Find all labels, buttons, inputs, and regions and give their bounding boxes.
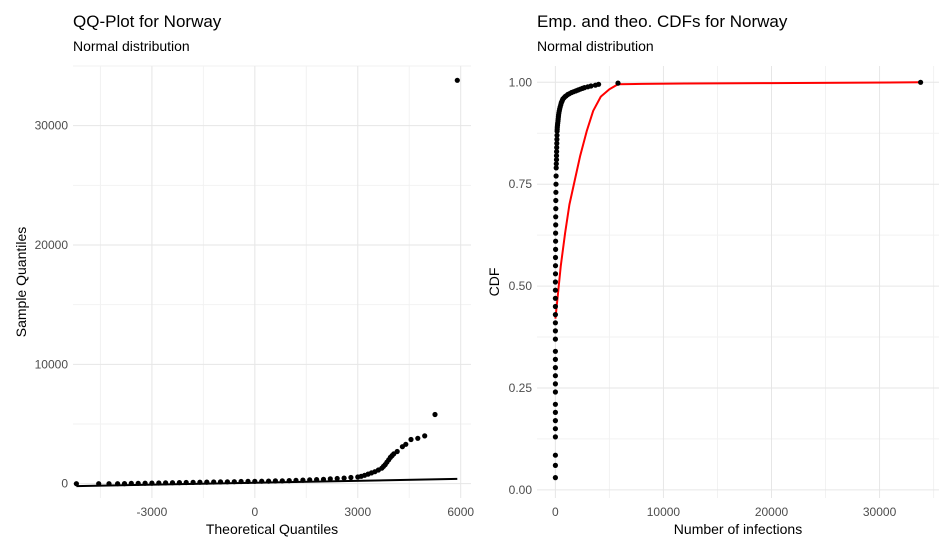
data-point	[553, 153, 560, 159]
data-point	[918, 79, 924, 85]
data-point	[432, 411, 438, 418]
y-tick-label: 0.75	[509, 177, 533, 191]
cdf-plot-panel: Emp. and theo. CDFs for Norway Normal di…	[475, 0, 951, 550]
data-point	[553, 222, 559, 228]
data-point	[552, 263, 559, 269]
data-point	[334, 475, 340, 482]
data-point	[553, 173, 559, 179]
data-point	[596, 81, 602, 87]
data-point	[552, 254, 559, 261]
y-tick-label: 30000	[35, 119, 69, 133]
data-point	[552, 434, 558, 440]
y-axis-title: CDF	[486, 268, 502, 297]
data-point	[552, 271, 559, 277]
data-point	[327, 476, 333, 482]
x-tick-label: 6000	[447, 505, 474, 519]
data-point	[552, 279, 558, 285]
y-tick-label: 0.25	[509, 381, 533, 395]
data-point	[554, 144, 560, 151]
x-tick-label: 3000	[344, 505, 371, 519]
data-point	[553, 181, 559, 187]
data-point	[553, 246, 559, 252]
qq-plot-subtitle: Normal distribution	[73, 38, 190, 54]
data-point	[552, 312, 558, 318]
data-point	[552, 401, 558, 407]
data-point	[552, 381, 558, 387]
qq-plot-svg: -3000 0 3000 6000 0 10000 20000 30000 Theoretica…	[13, 65, 474, 537]
y-axis-title: Sample Quantiles	[13, 227, 29, 338]
data-point	[553, 206, 559, 212]
data-point	[553, 214, 559, 220]
data-point	[422, 433, 428, 439]
data-point	[341, 475, 347, 481]
data-point	[552, 356, 558, 362]
cdf-plot-title: Emp. and theo. CDFs for Norway	[537, 12, 788, 31]
x-tick-label: 30000	[863, 505, 897, 519]
data-point	[554, 136, 560, 142]
data-point	[553, 189, 559, 195]
data-point	[553, 161, 559, 167]
x-tick-label: 20000	[755, 505, 789, 519]
data-point	[552, 287, 558, 293]
y-tick-label: 20000	[35, 238, 69, 252]
data-point	[552, 452, 558, 458]
data-point	[615, 80, 621, 86]
y-tick-label: 0.00	[509, 483, 533, 497]
data-point	[394, 448, 400, 455]
cdf-plot-subtitle: Normal distribution	[537, 38, 654, 54]
data-point	[552, 418, 558, 424]
data-point	[552, 348, 558, 354]
data-point	[554, 140, 560, 146]
y-tick-label: 0.50	[509, 279, 533, 293]
data-point	[454, 77, 460, 83]
x-axis-title: Number of infections	[674, 521, 802, 537]
qq-plot-panel: QQ-Plot for Norway Normal distribution -…	[0, 0, 475, 550]
x-tick-label: 0	[252, 505, 259, 519]
x-tick-label: 0	[552, 505, 559, 519]
series-line	[76, 477, 458, 488]
data-point	[552, 365, 558, 371]
cdf-plot-svg: 0 10000 20000 30000 0.00 0.25 0.50 0.75 1.00 Numb…	[486, 66, 939, 537]
data-point	[553, 238, 559, 244]
data-point	[408, 436, 414, 443]
x-tick-label: 10000	[647, 505, 681, 519]
data-point	[415, 435, 421, 441]
data-point	[553, 165, 559, 171]
data-point	[552, 303, 558, 310]
x-tick-label: -3000	[137, 505, 168, 519]
data-point	[554, 149, 560, 155]
data-point	[403, 441, 409, 447]
data-point	[553, 197, 559, 204]
data-point	[552, 373, 558, 379]
data-point	[73, 481, 79, 487]
data-point	[553, 230, 559, 236]
qq-plot-title: QQ-Plot for Norway	[73, 12, 222, 31]
data-point	[552, 475, 558, 481]
data-point	[552, 295, 558, 301]
data-point	[348, 474, 354, 481]
y-tick-label: 10000	[35, 357, 69, 371]
y-tick-label: 1.00	[509, 75, 533, 89]
data-point	[553, 157, 560, 163]
data-point	[588, 83, 594, 89]
data-point	[552, 426, 558, 432]
data-point	[552, 328, 558, 334]
data-point	[552, 320, 558, 326]
data-point	[552, 389, 558, 395]
x-axis-title: Theoretical Quantiles	[206, 521, 338, 537]
data-point	[552, 409, 558, 415]
y-tick-label: 0	[61, 477, 68, 491]
data-point	[554, 132, 560, 138]
series-line	[554, 81, 921, 319]
data-point	[552, 336, 558, 342]
data-point	[552, 462, 558, 468]
